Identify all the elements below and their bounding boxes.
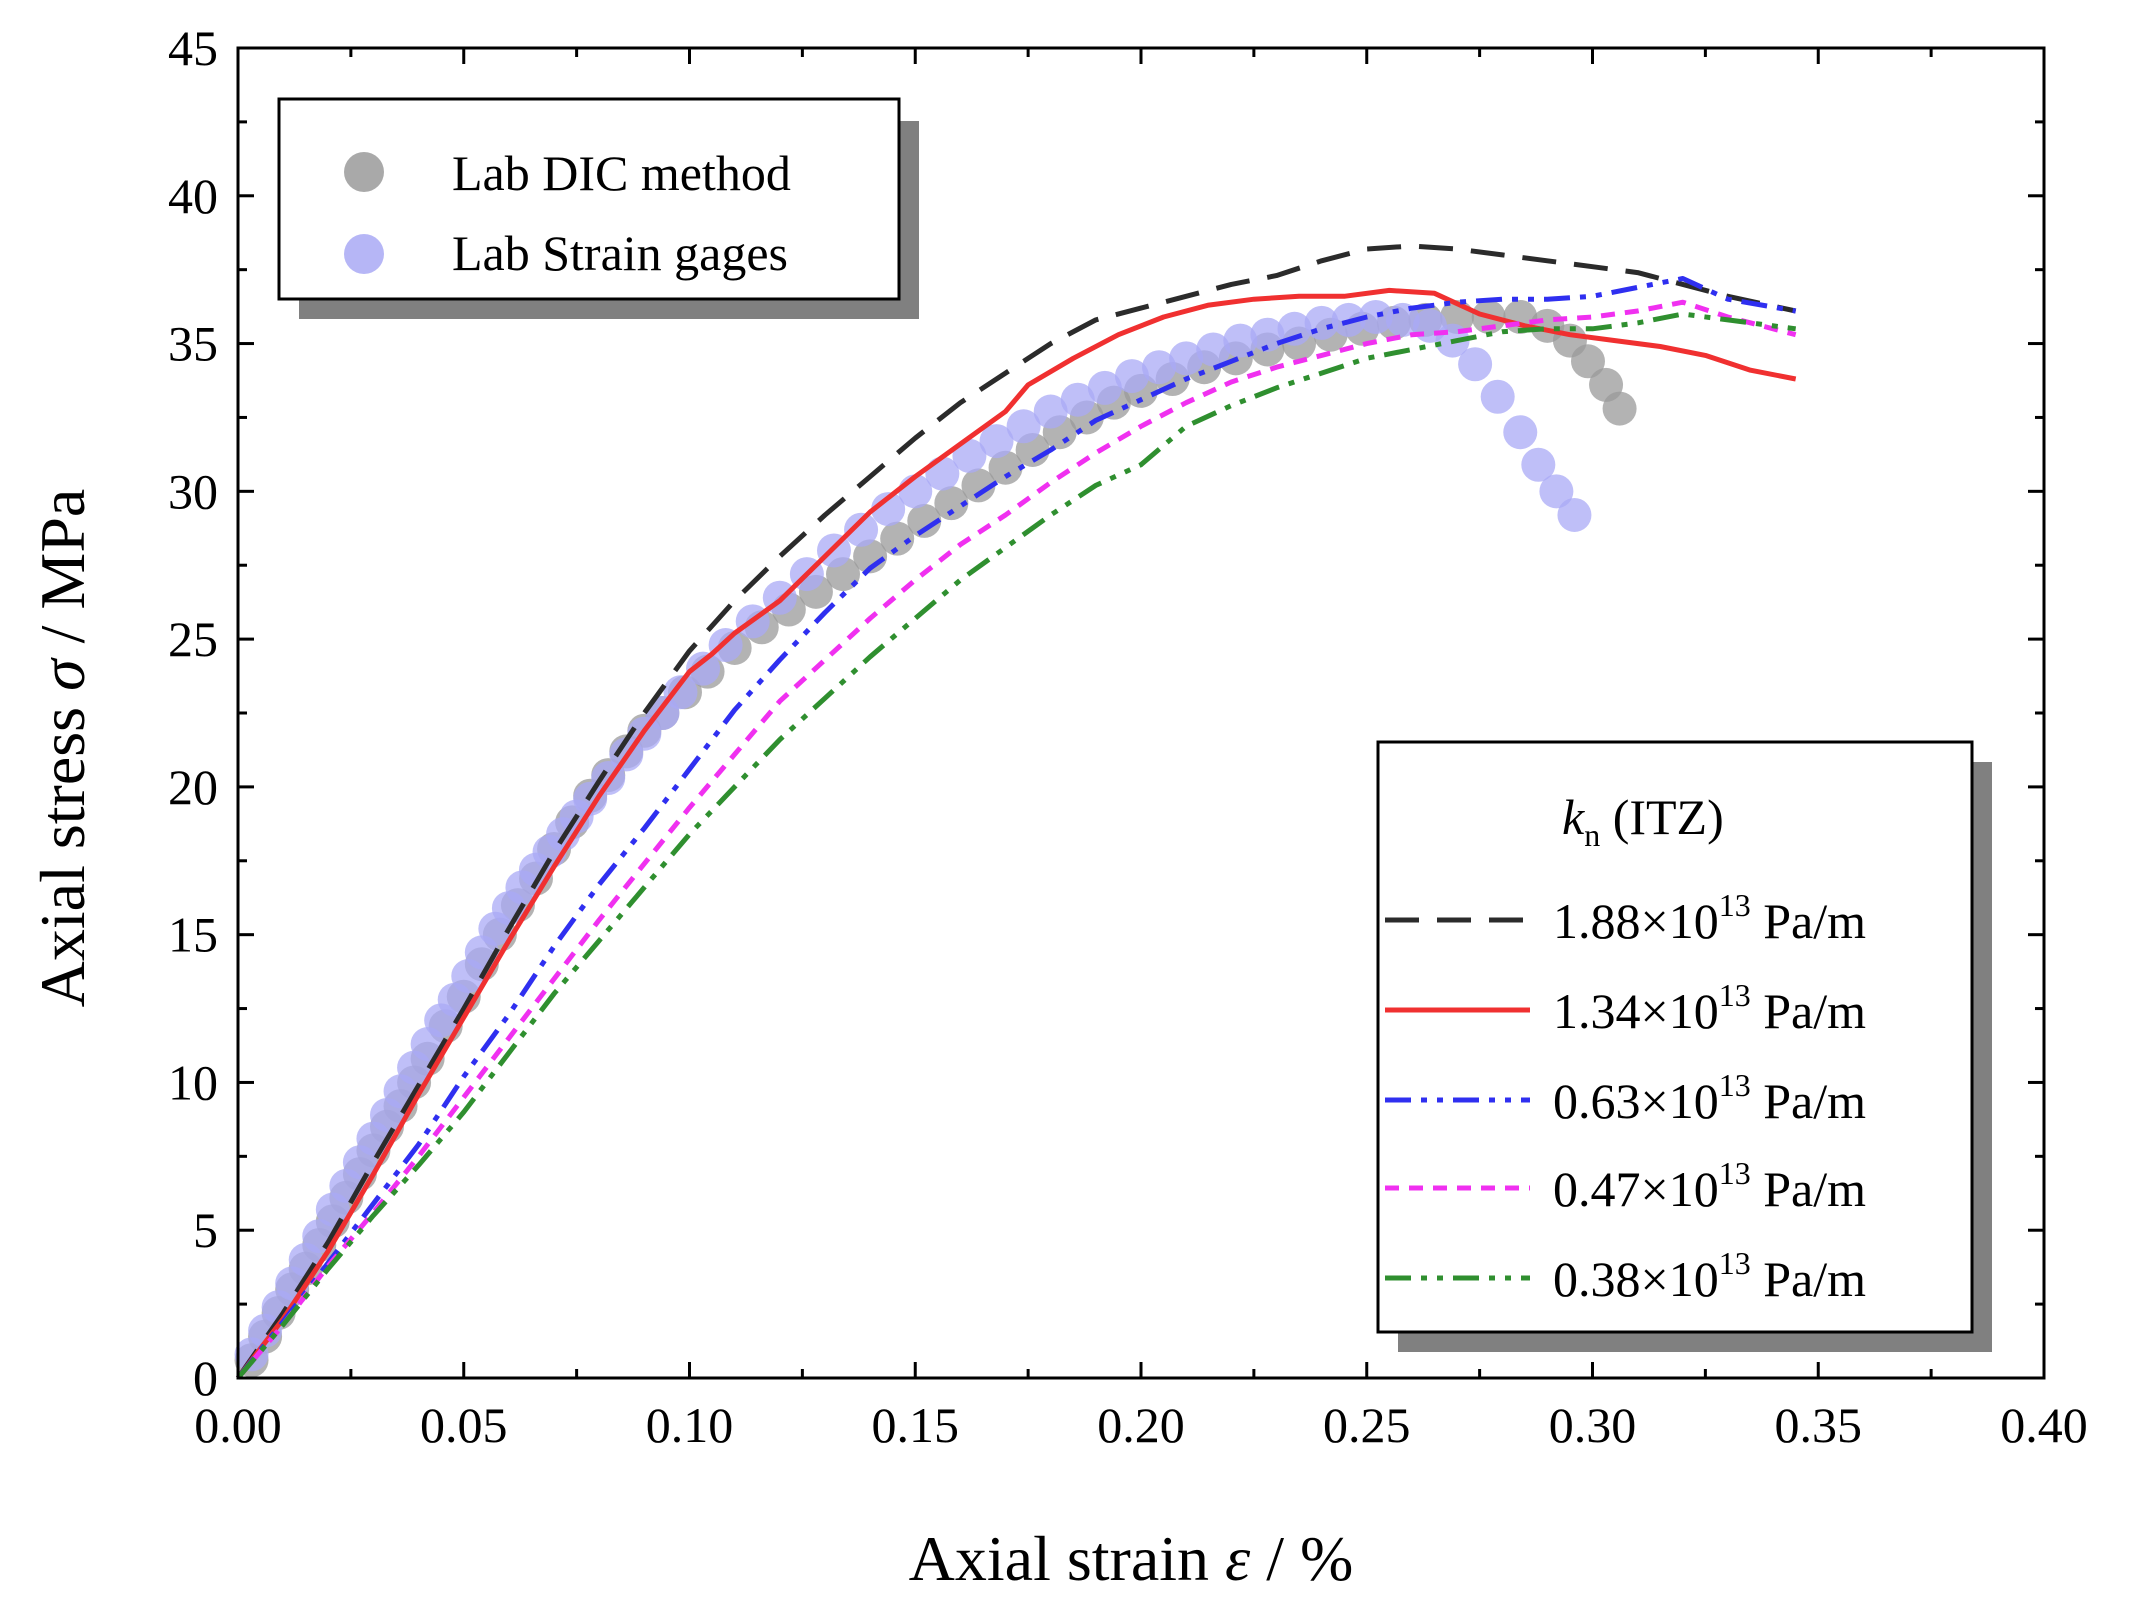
legend-marker-dic [344,152,384,192]
y-tick-label: 10 [168,1054,218,1110]
scatter-point [1503,415,1538,450]
line-layer [235,243,1797,1380]
scatter-point [1114,359,1149,394]
scatter-point [1060,382,1095,417]
x-tick-label: 0.35 [1775,1397,1863,1453]
scatter-point [1570,344,1605,379]
y-tick-label: 25 [168,611,218,667]
scatter-point [1539,474,1574,509]
legend-sim-box [1376,740,1974,1334]
scatter-point [979,424,1014,459]
scatter-point [1033,394,1068,429]
scatter-point [1196,332,1231,367]
scatter-point [988,450,1023,485]
scatter-point [1142,350,1177,385]
scatter-point [1223,323,1258,358]
y-tick-label: 5 [193,1202,218,1258]
y-tick-label: 20 [168,759,218,815]
scatter-point [934,486,969,521]
legend-lab-box [277,97,901,301]
legend-label-1-34: 1.34×1013 Pa/m [1553,977,1866,1039]
line-series-0 [235,243,1797,1380]
x-tick-label: 0.15 [872,1397,960,1453]
y-tick-label: 15 [168,907,218,963]
y-tick-label: 35 [168,316,218,372]
scatter-point [844,512,879,547]
scatter-point [1480,379,1515,414]
x-tick-label: 0.25 [1323,1397,1411,1453]
legend-label-0-38: 0.38×1013 Pa/m [1553,1245,1866,1307]
scatter-point [952,438,987,473]
line-series-2 [236,276,1797,1380]
x-tick-label: 0.10 [646,1397,734,1453]
x-tick-label: 0.20 [1097,1397,1185,1453]
line-series-3 [236,299,1797,1380]
scatter-point [961,468,996,503]
legend-lab: Lab DIC method Lab Strain gages [277,97,919,319]
x-tick-label: 0.30 [1549,1397,1637,1453]
scatter-point [1277,311,1312,346]
legend-label-strain-gages: Lab Strain gages [452,225,788,281]
x-tick-label: 0.05 [420,1397,508,1453]
legend-label-1-88: 1.88×1013 Pa/m [1553,887,1866,949]
y-tick-label: 45 [168,20,218,76]
line-series-1 [236,287,1797,1380]
scatter-point [1006,409,1041,444]
x-tick-label: 0.40 [2000,1397,2088,1453]
legend-sim: kn (ITZ) 1.88×1013 Pa/m 1.34×1013 Pa/m 0… [1376,740,1992,1352]
x-tick-label: 0.00 [194,1397,282,1453]
scatter-point [1521,447,1556,482]
y-tick-label: 40 [168,168,218,224]
y-tick-label: 0 [193,1350,218,1406]
scatter-point [1557,497,1592,532]
legend-sim-title: kn (ITZ) [1562,789,1724,853]
scatter-point [663,675,698,710]
scatter-point [871,492,906,527]
scatter-point [1169,341,1204,376]
legend-label-dic: Lab DIC method [452,145,791,201]
legend-label-0-47: 0.47×1013 Pa/m [1553,1155,1866,1217]
legend-label-0-63: 0.63×1013 Pa/m [1553,1067,1866,1129]
scatter-point [1358,299,1393,334]
scatter-point [1458,347,1493,382]
scatter-point [907,503,942,538]
scatter-point [1250,317,1285,352]
legend-marker-strain-gages [344,234,384,274]
scatter-point [880,521,915,556]
y-axis-title: Axial stress σ / MPa [27,489,98,1008]
x-axis-title: Axial strain ε / % [909,1523,1354,1594]
axes: 0.00 0.05 0.10 0.15 0.20 0.25 0.30 0.35 0.40 0 5 10… [168,20,2088,1453]
y-tick-label: 30 [168,463,218,519]
scatter-point [1087,370,1122,405]
scatter-point [1602,391,1637,426]
scatter-point [686,651,721,686]
